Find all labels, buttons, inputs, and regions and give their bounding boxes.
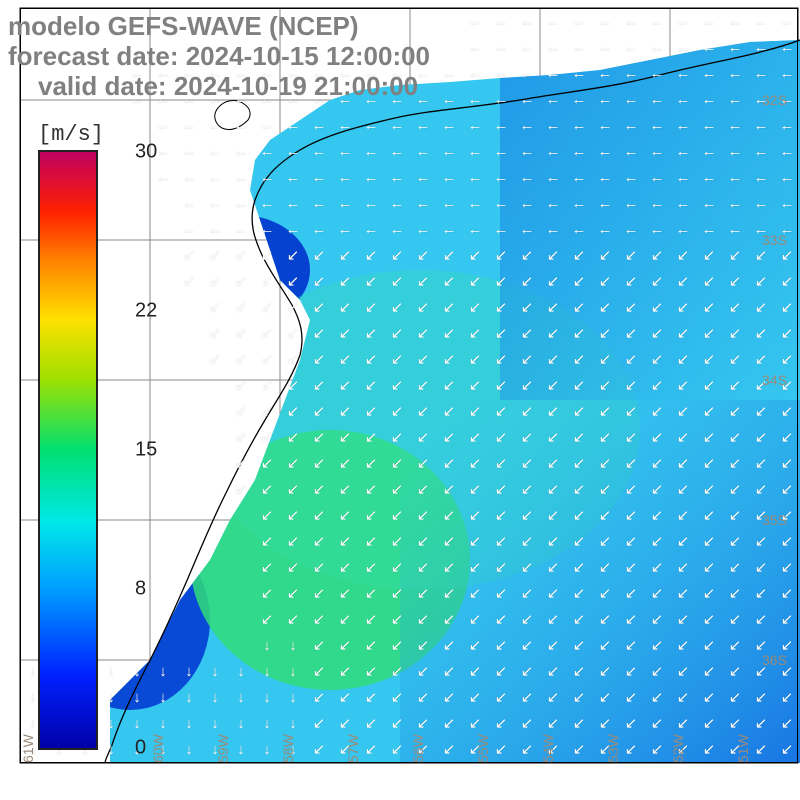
title-line2: forecast date: 2024-10-15 12:00:00 [8,42,430,72]
title-line3: valid date: 2024-10-19 21:00:00 [8,72,430,102]
colorbar-gradient-fill [40,152,96,748]
colorbar-tick-15: 15 [135,439,157,462]
map-canvas: ← ← ← ← ← ← ← ← ← ← ← ← ← ← ← ← ← ← ← ← ← ← ← ← ← ← ← ← ← ← ← ← ← ← ← ← ← ← ← ←… [0,0,800,800]
title-block: modelo GEFS-WAVE (NCEP) forecast date: 2… [8,12,430,102]
title-line1: modelo GEFS-WAVE (NCEP) [8,12,430,42]
colorbar-tick-30: 30 [135,141,157,164]
colorbar-tick-8: 8 [135,577,146,600]
wave-field [0,0,800,800]
root-container: ← ← ← ← ← ← ← ← ← ← ← ← ← ← ← ← ← ← ← ← ← ← ← ← ← ← ← ← ← ← ← ← ← ← ← ← ← ← ← ←… [0,0,800,800]
colorbar-tick-0: 0 [135,737,146,760]
colorbar-unit-label: [m/s] [38,122,104,147]
colorbar-gradient: 30 22 15 8 0 [38,150,98,750]
colorbar-legend: [m/s] 30 22 15 8 0 [8,150,118,750]
colorbar-tick-22: 22 [135,300,157,323]
